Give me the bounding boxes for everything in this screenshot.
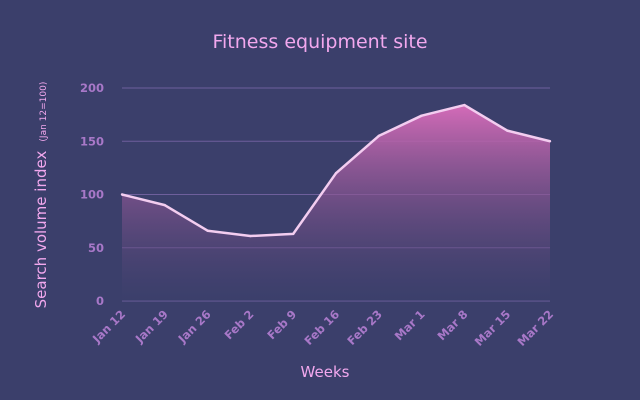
x-tick-label: Feb 9: [264, 307, 299, 342]
data-point: [249, 234, 252, 238]
svg-text:Search volume index (J: Search volume index (Jan 12=100): [31, 82, 50, 309]
data-point: [206, 229, 209, 232]
y-axis-label-main: Search volume index: [32, 151, 50, 309]
data-point: [292, 232, 295, 236]
data-point: [120, 193, 124, 196]
data-point: [334, 172, 338, 175]
series-area: [120, 103, 552, 301]
x-tick-label: Jan 12: [89, 307, 128, 346]
area-fill: [122, 105, 550, 301]
x-tick-label: Feb 2: [222, 307, 257, 342]
x-tick-label: Jan 26: [175, 307, 214, 346]
data-point: [548, 140, 552, 143]
x-axis-ticks: Jan 12 Jan 19 Jan 26 Feb 2 Feb 9 Feb 16 Feb 23…: [89, 307, 556, 349]
data-point: [506, 129, 509, 132]
x-tick-label: Mar 15: [472, 307, 514, 349]
y-tick-label: 50: [88, 241, 104, 255]
y-tick-label: 100: [80, 188, 104, 202]
data-point: [420, 114, 423, 117]
y-tick-label: 0: [96, 294, 104, 308]
y-tick-label: 200: [80, 81, 104, 95]
chart-title: Fitness equipment site: [212, 31, 427, 53]
y-axis-label: Search volume index (Jan 12=100): [31, 82, 50, 309]
y-tick-label: 150: [80, 134, 104, 148]
y-axis-label-note: (Jan 12=100): [39, 82, 49, 142]
x-tick-label: Mar 22: [514, 307, 556, 349]
data-point: [377, 134, 380, 138]
data-point: [163, 203, 166, 207]
x-tick-label: Feb 16: [302, 307, 343, 348]
y-axis-ticks: 0 50 100 150 200: [80, 81, 104, 308]
x-tick-label: Mar 1: [392, 307, 428, 343]
data-point: [463, 103, 466, 107]
x-tick-label: Mar 8: [435, 307, 471, 343]
x-tick-label: Feb 23: [344, 307, 385, 348]
x-axis-label: Weeks: [301, 363, 350, 381]
x-tick-label: Jan 19: [132, 307, 171, 346]
